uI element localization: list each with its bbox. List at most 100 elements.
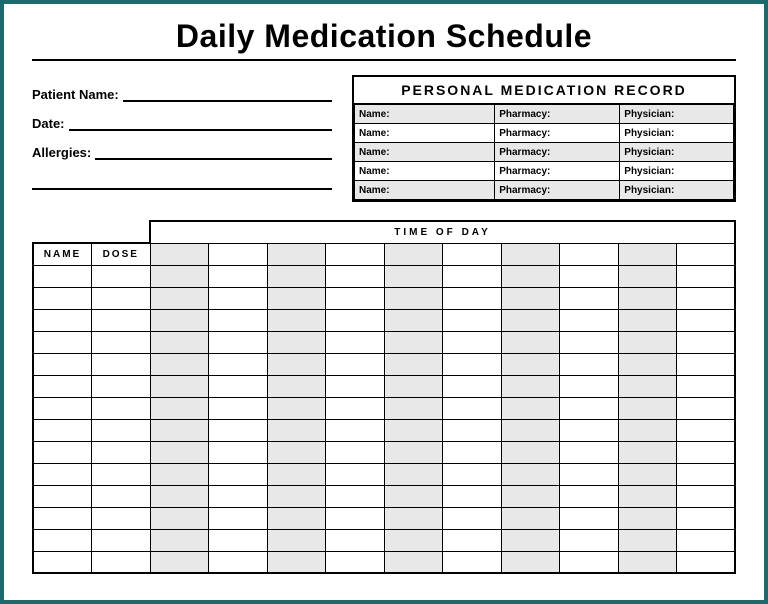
time-cell[interactable]	[560, 287, 619, 309]
time-cell[interactable]	[677, 463, 736, 485]
time-cell[interactable]	[560, 419, 619, 441]
time-cell[interactable]	[443, 331, 502, 353]
time-cell[interactable]	[501, 353, 560, 375]
name-cell[interactable]	[33, 441, 92, 463]
dose-cell[interactable]	[92, 375, 151, 397]
time-cell[interactable]	[618, 441, 677, 463]
time-slot-header[interactable]	[209, 243, 268, 265]
time-slot-header[interactable]	[560, 243, 619, 265]
dose-cell[interactable]	[92, 441, 151, 463]
time-cell[interactable]	[150, 265, 209, 287]
time-cell[interactable]	[677, 309, 736, 331]
name-cell[interactable]	[33, 463, 92, 485]
name-cell[interactable]	[33, 507, 92, 529]
time-cell[interactable]	[677, 287, 736, 309]
time-cell[interactable]	[501, 507, 560, 529]
time-cell[interactable]	[267, 551, 326, 573]
patient-name-line[interactable]	[123, 88, 332, 102]
record-cell[interactable]: Name:	[355, 181, 495, 200]
dose-cell[interactable]	[92, 485, 151, 507]
time-cell[interactable]	[384, 331, 443, 353]
time-cell[interactable]	[501, 441, 560, 463]
time-cell[interactable]	[150, 463, 209, 485]
time-cell[interactable]	[326, 375, 385, 397]
time-cell[interactable]	[209, 287, 268, 309]
time-cell[interactable]	[443, 507, 502, 529]
time-cell[interactable]	[384, 551, 443, 573]
time-cell[interactable]	[209, 375, 268, 397]
time-cell[interactable]	[326, 309, 385, 331]
time-cell[interactable]	[384, 419, 443, 441]
time-cell[interactable]	[267, 441, 326, 463]
time-cell[interactable]	[560, 309, 619, 331]
name-cell[interactable]	[33, 397, 92, 419]
dose-cell[interactable]	[92, 463, 151, 485]
time-cell[interactable]	[150, 353, 209, 375]
time-cell[interactable]	[150, 529, 209, 551]
time-cell[interactable]	[618, 287, 677, 309]
time-cell[interactable]	[501, 331, 560, 353]
dose-cell[interactable]	[92, 551, 151, 573]
record-cell[interactable]: Name:	[355, 162, 495, 181]
time-cell[interactable]	[677, 529, 736, 551]
time-cell[interactable]	[150, 331, 209, 353]
time-cell[interactable]	[267, 375, 326, 397]
time-cell[interactable]	[384, 463, 443, 485]
time-cell[interactable]	[150, 551, 209, 573]
time-cell[interactable]	[209, 463, 268, 485]
time-cell[interactable]	[150, 397, 209, 419]
time-cell[interactable]	[267, 419, 326, 441]
time-cell[interactable]	[443, 551, 502, 573]
record-cell[interactable]: Pharmacy:	[495, 105, 620, 124]
time-cell[interactable]	[443, 397, 502, 419]
time-cell[interactable]	[501, 419, 560, 441]
record-cell[interactable]: Name:	[355, 105, 495, 124]
time-cell[interactable]	[150, 375, 209, 397]
time-cell[interactable]	[560, 463, 619, 485]
time-cell[interactable]	[677, 551, 736, 573]
time-cell[interactable]	[326, 265, 385, 287]
dose-cell[interactable]	[92, 331, 151, 353]
time-slot-header[interactable]	[677, 243, 736, 265]
time-cell[interactable]	[677, 375, 736, 397]
dose-cell[interactable]	[92, 265, 151, 287]
time-cell[interactable]	[384, 265, 443, 287]
time-cell[interactable]	[501, 529, 560, 551]
name-cell[interactable]	[33, 353, 92, 375]
record-cell[interactable]: Physician:	[620, 162, 734, 181]
time-slot-header[interactable]	[501, 243, 560, 265]
time-cell[interactable]	[326, 551, 385, 573]
time-cell[interactable]	[326, 397, 385, 419]
time-cell[interactable]	[326, 463, 385, 485]
time-cell[interactable]	[560, 353, 619, 375]
time-cell[interactable]	[443, 463, 502, 485]
dose-cell[interactable]	[92, 507, 151, 529]
time-cell[interactable]	[677, 441, 736, 463]
time-cell[interactable]	[384, 397, 443, 419]
record-cell[interactable]: Pharmacy:	[495, 181, 620, 200]
time-cell[interactable]	[618, 397, 677, 419]
time-cell[interactable]	[326, 485, 385, 507]
time-cell[interactable]	[150, 485, 209, 507]
time-cell[interactable]	[443, 287, 502, 309]
name-cell[interactable]	[33, 331, 92, 353]
time-cell[interactable]	[267, 287, 326, 309]
time-cell[interactable]	[618, 331, 677, 353]
time-slot-header[interactable]	[618, 243, 677, 265]
record-cell[interactable]: Pharmacy:	[495, 124, 620, 143]
time-cell[interactable]	[618, 485, 677, 507]
name-cell[interactable]	[33, 485, 92, 507]
time-cell[interactable]	[560, 375, 619, 397]
time-cell[interactable]	[560, 485, 619, 507]
dose-cell[interactable]	[92, 419, 151, 441]
time-cell[interactable]	[501, 397, 560, 419]
time-cell[interactable]	[560, 441, 619, 463]
time-cell[interactable]	[267, 331, 326, 353]
time-cell[interactable]	[267, 309, 326, 331]
name-cell[interactable]	[33, 419, 92, 441]
time-cell[interactable]	[209, 485, 268, 507]
time-cell[interactable]	[501, 265, 560, 287]
time-cell[interactable]	[501, 485, 560, 507]
time-cell[interactable]	[384, 507, 443, 529]
time-cell[interactable]	[560, 551, 619, 573]
